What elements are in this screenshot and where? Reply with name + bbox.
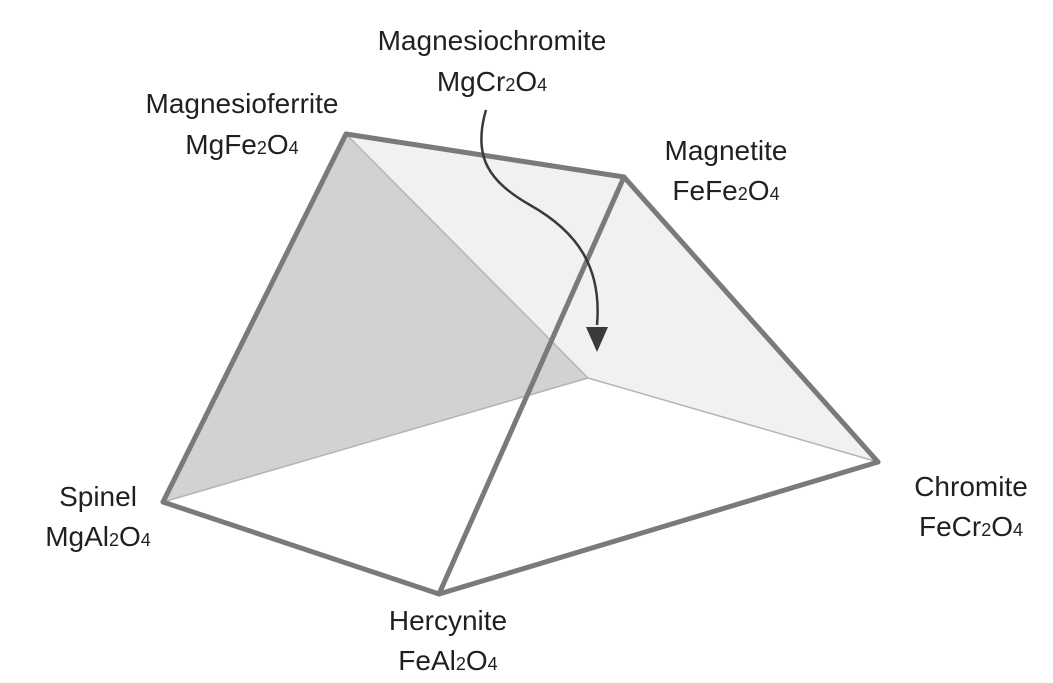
label-magnesiochromite: Magnesiochromite MgCr2O4	[378, 25, 607, 97]
edge-magnetite-hercynite	[436, 174, 627, 597]
label-chromite-formula: FeCr2O4	[919, 511, 1023, 542]
label-magnetite: Magnetite FeFe2O4	[665, 135, 788, 206]
label-magnesiochromite-formula: MgCr2O4	[437, 66, 547, 97]
label-hercynite-formula: FeAl2O4	[398, 645, 497, 676]
edge-hercynite-chromite	[436, 459, 881, 597]
edge-magnetite-chromite	[621, 174, 881, 465]
pointer-arrowhead	[586, 327, 608, 352]
prism-edges	[160, 131, 881, 597]
label-spinel-name: Spinel	[59, 481, 137, 512]
edge-magnesioferrite-magnetite	[343, 131, 627, 180]
pointer-arrow-line	[480, 109, 599, 326]
edge-spinel-magnesiochromite	[162, 377, 589, 503]
edge-spinel-hercynite	[160, 499, 442, 597]
label-magnesiochromite-name: Magnesiochromite	[378, 25, 607, 56]
edge-spinel-magnesioferrite	[160, 131, 349, 505]
label-magnetite-name: Magnetite	[665, 135, 788, 166]
shaded-face-spinel-magnesioferrite-magnesiochromite	[163, 134, 588, 502]
back-face	[346, 134, 878, 462]
edge-magnesioferrite-magnesiochromite	[345, 133, 589, 379]
label-hercynite-name: Hercynite	[389, 605, 507, 636]
label-magnetite-formula: FeFe2O4	[672, 175, 779, 206]
label-magnesioferrite-name: Magnesioferrite	[146, 88, 339, 119]
label-magnesioferrite: Magnesioferrite MgFe2O4	[146, 88, 339, 160]
edge-magnesiochromite-chromite	[587, 377, 879, 463]
label-magnesioferrite-formula: MgFe2O4	[185, 129, 298, 160]
label-spinel: Spinel MgAl2O4	[45, 481, 151, 552]
label-hercynite: Hercynite FeAl2O4	[389, 605, 507, 676]
label-chromite: Chromite FeCr2O4	[914, 471, 1028, 542]
label-spinel-formula: MgAl2O4	[45, 521, 151, 552]
label-chromite-name: Chromite	[914, 471, 1028, 502]
